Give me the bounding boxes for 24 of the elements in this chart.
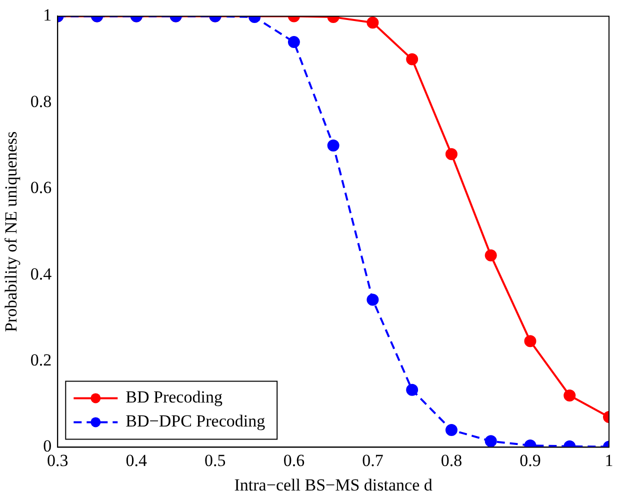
- legend-label: BD Precoding: [126, 388, 223, 407]
- point: [406, 384, 418, 396]
- y-axis-title: Probability of NE uniqueness: [2, 131, 21, 332]
- x-tick-label: 0.6: [283, 450, 305, 470]
- x-axis-title: Intra−cell BS−MS distance d: [234, 475, 433, 494]
- x-tick-label: 0.9: [520, 450, 541, 470]
- y-tick-label: 0.4: [30, 264, 52, 284]
- x-tick-label: 1: [604, 450, 614, 470]
- x-tick-label: 0.8: [440, 450, 462, 470]
- point: [445, 148, 458, 160]
- x-tick-label: 0.5: [204, 450, 226, 470]
- y-tick-label: 0.2: [30, 350, 52, 370]
- y-tick-label: 1: [43, 6, 52, 25]
- point: [484, 435, 497, 448]
- legend-label: BD−DPC Precoding: [126, 412, 266, 431]
- y-tick-label: 0.8: [30, 92, 52, 111]
- x-tick-label: 0.7: [362, 450, 384, 470]
- point: [445, 424, 458, 436]
- point: [484, 249, 497, 262]
- y-tick-label: 0.6: [30, 178, 52, 198]
- x-tick-label: 0.4: [126, 450, 148, 470]
- point: [366, 294, 379, 306]
- point: [564, 389, 576, 402]
- point: [524, 335, 536, 348]
